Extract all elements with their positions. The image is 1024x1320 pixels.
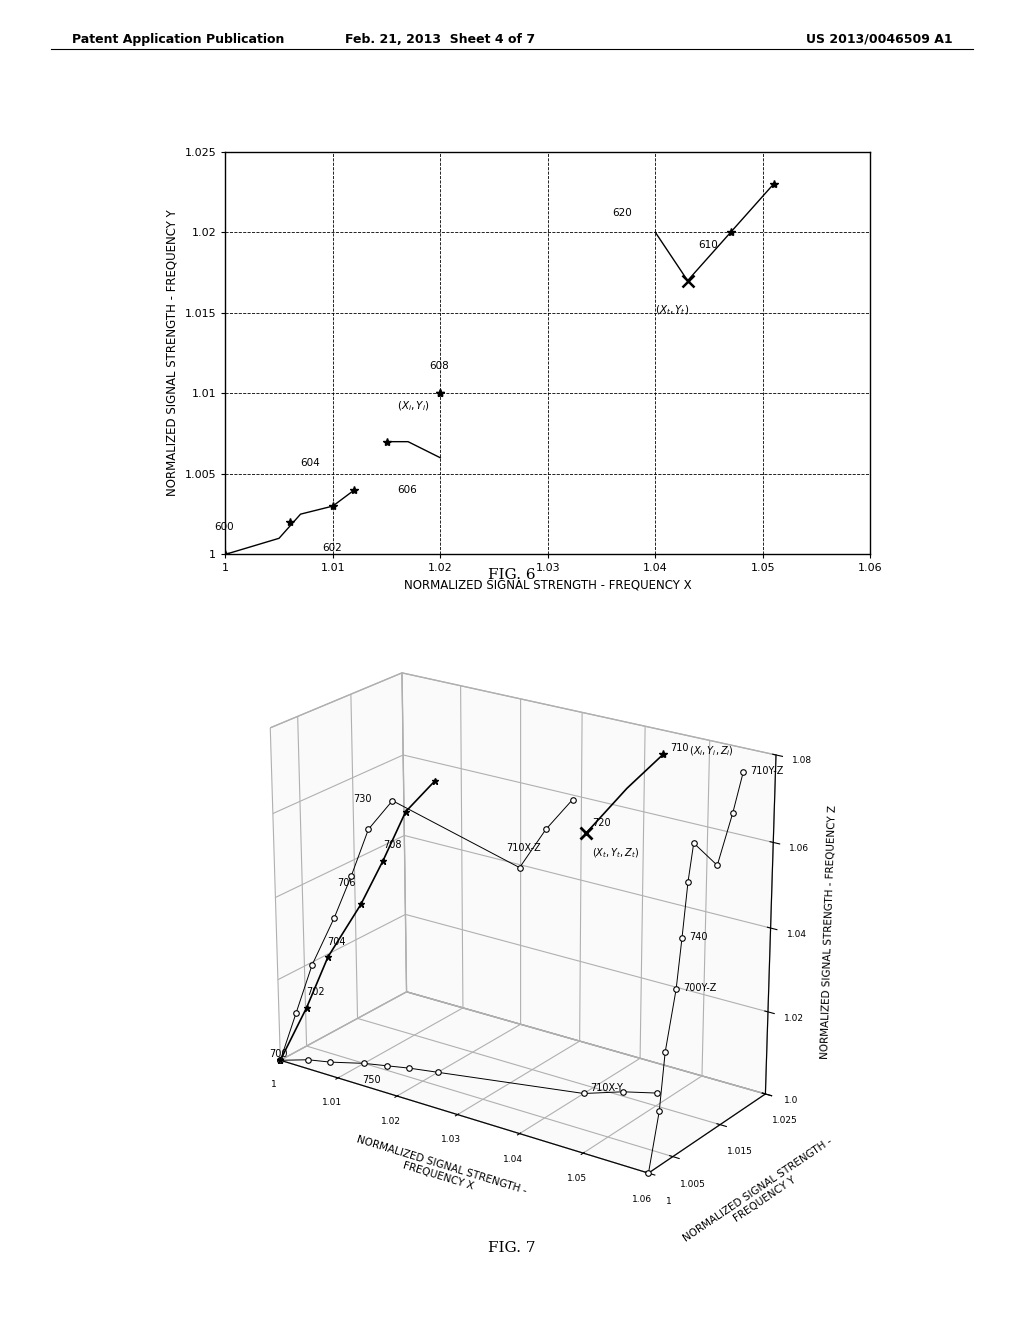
Text: 610: 610 xyxy=(698,240,718,251)
X-axis label: NORMALIZED SIGNAL STRENGTH -
FREQUENCY X: NORMALIZED SIGNAL STRENGTH - FREQUENCY X xyxy=(352,1134,528,1206)
X-axis label: NORMALIZED SIGNAL STRENGTH - FREQUENCY X: NORMALIZED SIGNAL STRENGTH - FREQUENCY X xyxy=(404,579,691,591)
Text: 606: 606 xyxy=(397,486,417,495)
Text: FIG. 6: FIG. 6 xyxy=(488,568,536,582)
Text: Feb. 21, 2013  Sheet 4 of 7: Feb. 21, 2013 Sheet 4 of 7 xyxy=(345,33,536,46)
Text: 620: 620 xyxy=(612,209,632,218)
Text: 600: 600 xyxy=(215,523,234,532)
Y-axis label: NORMALIZED SIGNAL STRENGTH -
FREQUENCY Y: NORMALIZED SIGNAL STRENGTH - FREQUENCY Y xyxy=(682,1135,841,1253)
Text: FIG. 7: FIG. 7 xyxy=(488,1241,536,1255)
Y-axis label: NORMALIZED SIGNAL STRENGTH - FREQUENCY Y: NORMALIZED SIGNAL STRENGTH - FREQUENCY Y xyxy=(166,210,179,496)
Text: $(X_t, Y_t)$: $(X_t, Y_t)$ xyxy=(655,304,689,317)
Text: US 2013/0046509 A1: US 2013/0046509 A1 xyxy=(806,33,952,46)
Text: Patent Application Publication: Patent Application Publication xyxy=(72,33,284,46)
Text: 602: 602 xyxy=(322,543,342,553)
Text: 604: 604 xyxy=(301,458,321,467)
Text: $(X_i, Y_i)$: $(X_i, Y_i)$ xyxy=(397,400,430,413)
Text: 608: 608 xyxy=(429,362,450,371)
